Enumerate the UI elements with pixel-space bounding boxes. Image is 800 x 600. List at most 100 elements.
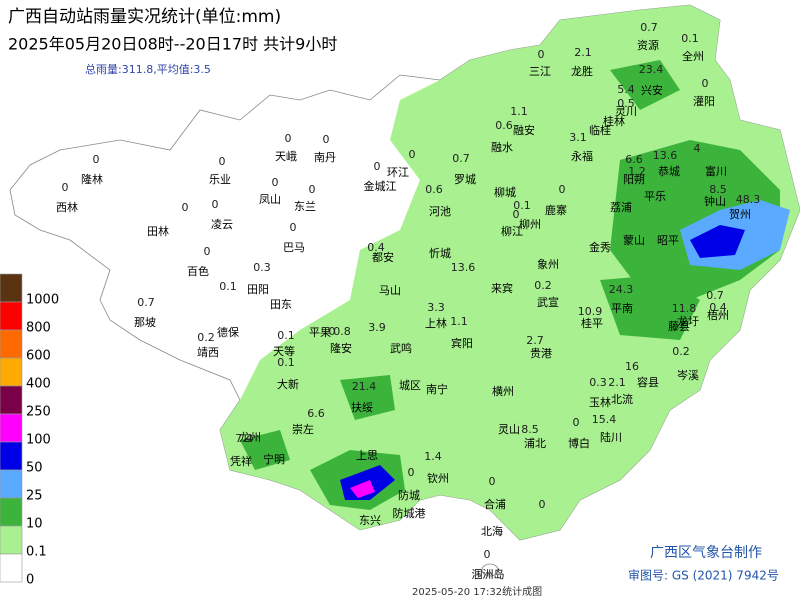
station-name: 武宣 xyxy=(537,295,559,309)
rain-value: 0.7 xyxy=(452,152,470,165)
station-name: 金秀 xyxy=(589,240,611,254)
rain-value: 0.3 xyxy=(589,376,607,389)
rain-value: 0.4 xyxy=(709,301,727,314)
station-name: 忻城 xyxy=(429,247,451,260)
station-name: 靖西 xyxy=(197,346,219,359)
station-name: 田阳 xyxy=(247,283,269,296)
rain-value: 0.2 xyxy=(672,345,690,358)
rain-value: 0 xyxy=(559,183,566,196)
legend-label: 1000 xyxy=(26,293,59,308)
legend-label: 0.1 xyxy=(26,545,47,560)
station-name: 凭祥 xyxy=(230,454,252,468)
rain-value: 0.1 xyxy=(513,199,531,212)
station-name: 东兴 xyxy=(359,514,381,527)
rain-value: 6.6 xyxy=(625,153,643,166)
station-name: 永福 xyxy=(571,149,593,163)
station-name: 钦州 xyxy=(427,472,449,485)
rain-value: 21.4 xyxy=(352,380,377,393)
station-name: 象州 xyxy=(537,258,559,271)
rain-value: 2.1 xyxy=(608,376,626,389)
rain-value: 0 xyxy=(93,153,100,166)
rain-value: 0.1 xyxy=(277,329,295,342)
station-name: 贺州 xyxy=(729,208,751,221)
station-name: 岑溪 xyxy=(677,369,699,382)
station-name: 龙圩 xyxy=(677,315,699,328)
station-name: 容县 xyxy=(637,375,659,389)
station-name: 平果 xyxy=(309,326,331,339)
station-name: 那坡 xyxy=(134,316,156,329)
station-name: 横州 xyxy=(492,384,514,398)
legend-label: 400 xyxy=(26,377,51,392)
rain-value: 0 xyxy=(285,132,292,145)
station-name: 武鸣 xyxy=(390,341,412,355)
station-name: 陆川 xyxy=(600,430,622,444)
rain-value: 0 xyxy=(409,148,416,161)
legend-swatch xyxy=(0,301,23,331)
station-name: 灵川 xyxy=(615,105,637,118)
legend-label: 600 xyxy=(26,349,51,364)
rain-value: 5.4 xyxy=(617,83,635,96)
rain-value: 1.4 xyxy=(424,450,442,463)
rain-value: 0.1 xyxy=(277,356,295,369)
rain-value: 0 xyxy=(538,48,545,61)
station-name: 环江 xyxy=(387,166,409,179)
station-name: 涠洲岛 xyxy=(472,567,505,581)
station-name: 博白 xyxy=(568,436,590,450)
legend-swatch xyxy=(0,497,23,527)
rain-value: 0.7 xyxy=(137,296,155,309)
station-name: 藤县 xyxy=(668,320,690,333)
approval: 审图号: GS (2021) 7942号 xyxy=(628,568,779,583)
rain-value: 0 xyxy=(290,221,297,234)
legend-swatch xyxy=(0,553,23,583)
station-name: 灌阳 xyxy=(693,95,715,108)
rain-value: 0 xyxy=(182,201,189,214)
rain-value: 15.4 xyxy=(592,413,617,426)
station-name: 资源 xyxy=(637,38,659,52)
rain-value: 0 xyxy=(702,77,709,90)
station-name: 南丹 xyxy=(314,151,336,164)
station-name: 全州 xyxy=(682,49,704,63)
rain-value: 3.9 xyxy=(368,321,386,334)
rain-value: 11.8 xyxy=(672,302,697,315)
station-name: 西林 xyxy=(56,200,78,214)
station-name: 富川 xyxy=(705,164,727,178)
subtitle: 2025年05月20日08时--20日17时 共计9小时 xyxy=(8,35,337,54)
rain-value: 2.1 xyxy=(574,46,592,59)
station-name: 上思 xyxy=(356,449,378,462)
station-name: 兴安 xyxy=(641,83,663,97)
legend-label: 250 xyxy=(26,405,51,420)
station-name: 崇左 xyxy=(292,423,314,436)
station-name: 梧州 xyxy=(707,308,729,322)
rain-value: 0 xyxy=(573,416,580,429)
rain-value: 0 xyxy=(489,475,496,488)
title: 广西自动站雨量实况统计(单位:mm) xyxy=(8,7,281,27)
station-name: 贵港 xyxy=(530,347,552,360)
station-name: 防城港 xyxy=(393,506,426,520)
station-name: 桂平 xyxy=(581,316,603,330)
station-name: 三江 xyxy=(529,65,551,78)
station-name: 巴马 xyxy=(283,241,305,254)
station-name: 鹿寨 xyxy=(545,203,567,217)
rain-value: 0.6 xyxy=(425,183,443,196)
rain-value: 0.3 xyxy=(253,261,271,274)
rain-value: 2.7 xyxy=(526,334,544,347)
rain-value: 8.5 xyxy=(521,423,539,436)
legend-swatch xyxy=(0,357,23,387)
station-name: 龙州 xyxy=(239,431,261,444)
rain-value: 0 xyxy=(539,498,546,511)
rain-value: 0 xyxy=(408,466,415,479)
station-name: 金城江 xyxy=(364,179,397,193)
legend-swatch xyxy=(0,413,23,443)
legend-label: 10 xyxy=(26,517,43,532)
station-name: 临桂 xyxy=(589,123,611,137)
station-name: 上林 xyxy=(425,316,447,330)
station-name: 玉林 xyxy=(589,395,611,409)
legend-label: 25 xyxy=(26,489,43,504)
station-name: 凤山 xyxy=(259,193,281,206)
legend-swatch xyxy=(0,525,23,555)
station-name: 田东 xyxy=(270,298,292,311)
rain-value: 0 xyxy=(272,176,279,189)
station-name: 马山 xyxy=(379,284,401,297)
station-name: 来宾 xyxy=(491,281,513,295)
station-name: 钟山 xyxy=(704,194,726,208)
